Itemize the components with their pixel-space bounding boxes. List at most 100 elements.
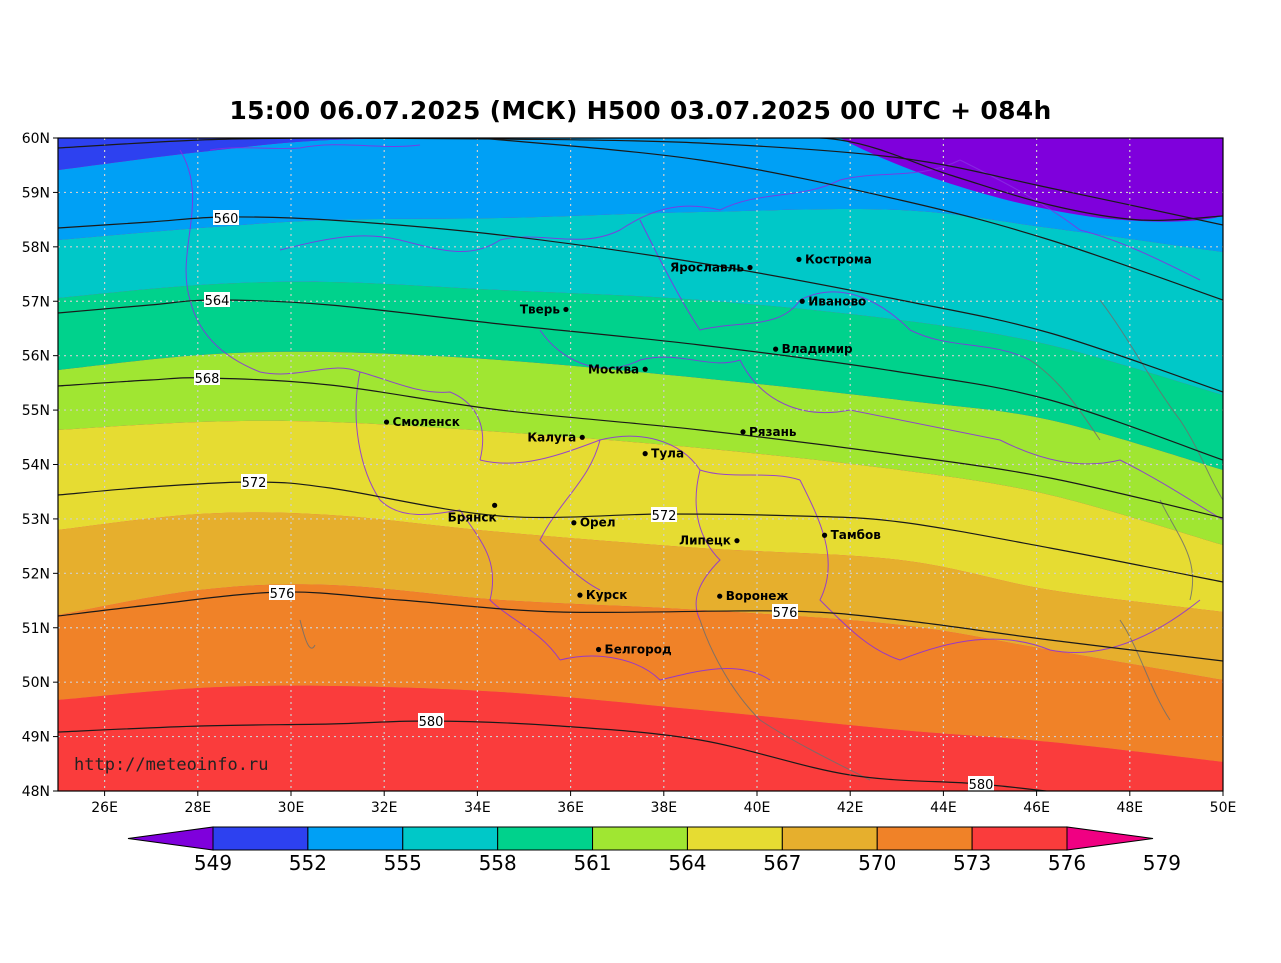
contour-label: 576: [773, 606, 798, 621]
contour-label: 572: [652, 509, 677, 524]
colorbar-tick-label: 558: [479, 851, 517, 875]
lon-tick-label: 26E: [91, 800, 118, 816]
city-marker: Смоленск: [383, 415, 460, 429]
colorbar-tick-label: 549: [194, 851, 232, 875]
contour-lines: [58, 138, 1223, 791]
colorbar-min-arrow: [127, 826, 214, 851]
lon-tick-label: 28E: [184, 800, 211, 816]
city-label: Калуга: [527, 430, 576, 444]
lat-tick-label: 53N: [22, 512, 50, 528]
region-border: [299, 619, 316, 649]
contour-label-bg: [968, 776, 994, 791]
region-border: [559, 655, 771, 681]
city-marker: Белгород: [595, 643, 672, 657]
city-label: Владимир: [782, 342, 853, 356]
contour-label-bg: [213, 210, 239, 225]
contour-line: [58, 481, 1223, 583]
region-border: [695, 469, 721, 621]
lat-tick-label: 55N: [22, 403, 50, 419]
colorbar-tick-label: 573: [953, 851, 991, 875]
region-border: [799, 479, 901, 661]
lon-tick-label: 46E: [1023, 800, 1050, 816]
colorbar-segment: [876, 826, 973, 851]
lon-tick-label: 34E: [464, 800, 491, 816]
region-border: [959, 159, 1201, 281]
region-border: [355, 371, 461, 515]
contour-label: 564: [205, 294, 230, 309]
lat-tick-label: 54N: [22, 458, 50, 474]
region-border: [179, 149, 261, 373]
city-dot: [571, 520, 577, 526]
colorbar-segment: [686, 826, 783, 851]
city-label: Курск: [586, 588, 627, 602]
city-marker: Владимир: [773, 342, 853, 356]
region-border: [539, 439, 601, 591]
colorbar-tick-label: 555: [384, 851, 422, 875]
colorbar-segment: [497, 826, 594, 851]
city-label: Липецк: [679, 534, 731, 548]
city-label: Тамбов: [831, 528, 882, 542]
latitude-axis: 60N 59N 58N 57N 56N 55N 54N 53N 52N 51N 50N 49N 48N: [22, 131, 58, 800]
city-dot: [492, 502, 498, 508]
lon-tick-label: 38E: [650, 800, 677, 816]
contour-line: [58, 138, 1223, 226]
city-label: Ярославль: [670, 261, 744, 275]
city-marker: Тверь: [520, 302, 569, 316]
contour-label-bg: [651, 507, 677, 522]
city-marker: Иваново: [799, 294, 866, 308]
contour-line: [58, 299, 1223, 461]
contour-label: 560: [214, 212, 239, 227]
city-dot: [383, 419, 390, 425]
contour-line: [58, 720, 1052, 791]
colorbar-tick-label: 567: [763, 851, 801, 875]
city-marker: Рязань: [740, 425, 797, 439]
band-fill: [58, 281, 1223, 470]
contour-label-bg: [418, 713, 444, 728]
city-dot: [773, 346, 779, 352]
city-dot: [563, 306, 569, 313]
contour-label-bg: [194, 370, 220, 385]
contour-label-bg: [241, 474, 267, 489]
colorbar-tick-label: 561: [573, 851, 611, 875]
lon-tick-label: 48E: [1116, 800, 1143, 816]
region-border: [639, 219, 801, 331]
region-border: [1029, 359, 1101, 441]
lat-tick-label: 48N: [22, 784, 50, 800]
contour-line: [699, 138, 1223, 221]
contour-line: [58, 216, 1223, 393]
city-marker: Ярославль: [670, 261, 753, 275]
colorbar-segment: [307, 826, 404, 851]
contour-label: 580: [969, 778, 994, 793]
band-fill: [58, 351, 1223, 545]
city-marker: Орел: [571, 516, 616, 530]
region-border: [799, 291, 1031, 361]
lat-tick-label: 51N: [22, 621, 50, 637]
region-border: [1119, 619, 1171, 721]
city-dot: [717, 593, 723, 599]
region-borders: [179, 144, 1223, 781]
colorbar-tick-label: 579: [1143, 851, 1181, 875]
contour-label: 576: [270, 587, 295, 602]
region-border: [499, 205, 721, 241]
contour-label: 568: [195, 372, 220, 387]
city-label: Москва: [588, 362, 639, 376]
city-dot: [595, 646, 602, 653]
region-border: [999, 439, 1223, 521]
colorbar: 549 552 555 558 561 564 567 570 573 576 579: [127, 826, 1181, 875]
band-fill-min: [840, 138, 1223, 222]
colorbar-segment: [402, 826, 499, 851]
band-fill: [58, 584, 1223, 762]
colorbar-max-arrow: [1066, 826, 1154, 851]
cities: Кострома Ярославль Иваново Тверь Владимир Мос…: [383, 252, 882, 657]
lat-tick-label: 60N: [22, 131, 50, 147]
city-label: Орел: [580, 516, 616, 530]
city-label: Иваново: [808, 294, 866, 308]
watermark: http://meteoinfo.ru: [74, 755, 268, 775]
city-dot: [821, 532, 828, 538]
city-label: Белгород: [605, 643, 672, 657]
band-fill: [58, 512, 1223, 680]
colorbar-segment: [781, 826, 878, 851]
city-dot: [799, 298, 805, 304]
region-border: [479, 435, 801, 481]
contour-line: [479, 138, 1223, 301]
